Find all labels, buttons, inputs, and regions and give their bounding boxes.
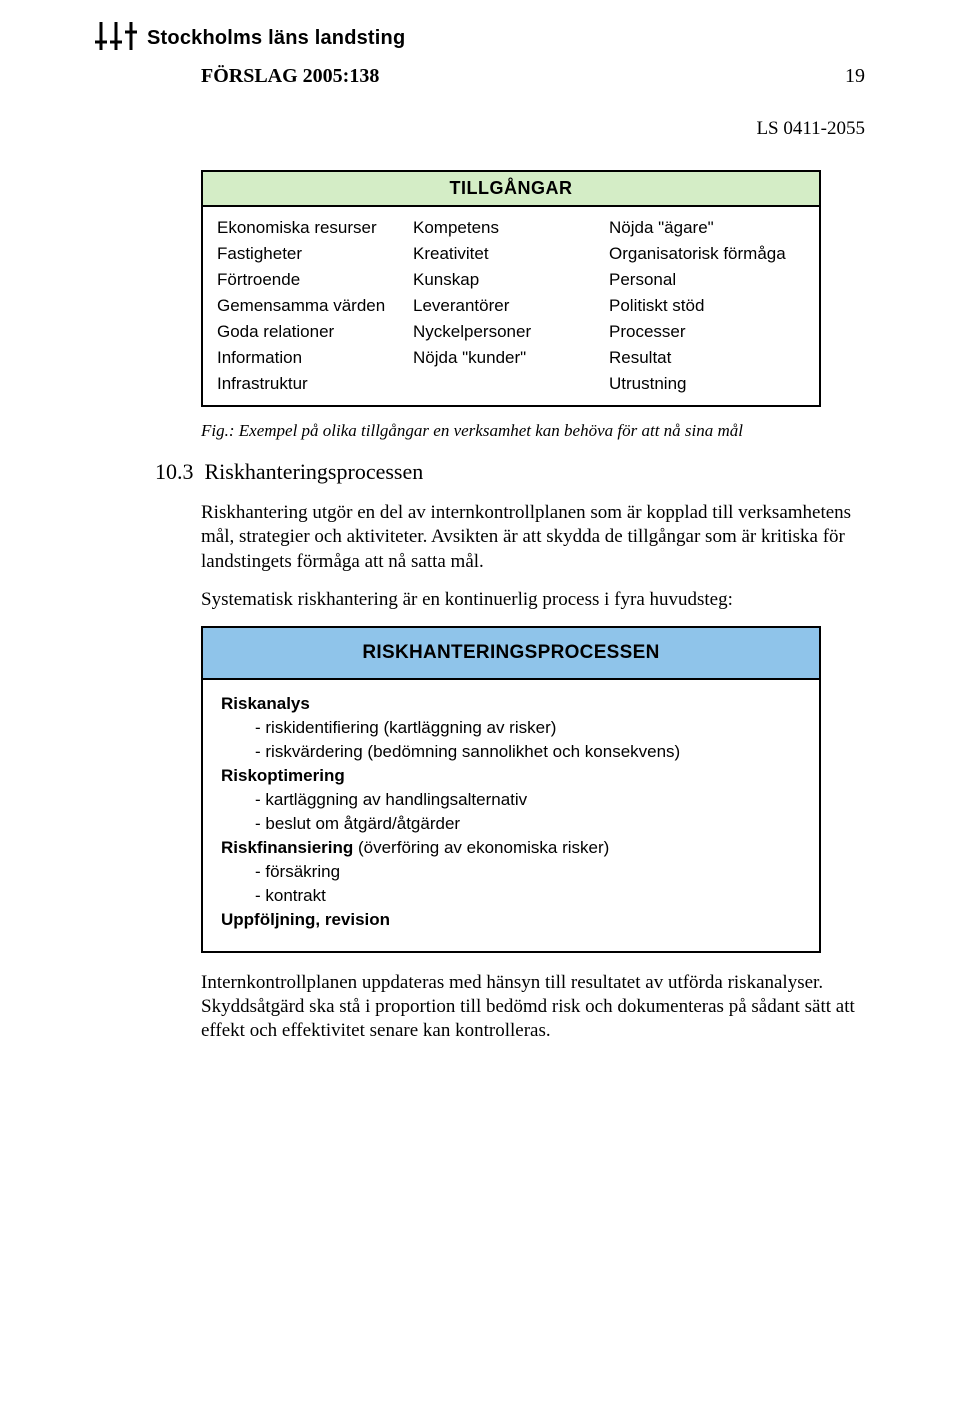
- process-item-trail: (överföring av ekonomiska risker): [353, 838, 609, 857]
- page-number: 19: [845, 65, 865, 88]
- process-sub: - kontrakt: [221, 885, 801, 908]
- cell: Ekonomiska resurser: [217, 215, 413, 241]
- figure-caption: Fig.: Exempel på olika tillgångar en ver…: [201, 421, 865, 441]
- cell: Goda relationer: [217, 319, 413, 345]
- process-item-label: Uppföljning, revision: [221, 910, 390, 929]
- org-header: Stockholms läns landsting: [95, 20, 865, 57]
- section-title: Riskhanteringsprocessen: [205, 459, 424, 484]
- doc-reference: LS 0411-2055: [95, 118, 865, 140]
- process-item-label: Riskoptimering: [221, 766, 345, 785]
- cell: Infrastruktur: [217, 371, 413, 397]
- cell: Nyckelpersoner: [413, 319, 609, 345]
- process-item: Riskoptimering: [221, 765, 801, 788]
- paragraph-3: Internkontrollplanen uppdateras med häns…: [201, 971, 865, 1044]
- process-sub: - riskidentifiering (kartläggning av ris…: [221, 717, 801, 740]
- doc-heading-row: FÖRSLAG 2005:138 19: [95, 65, 865, 88]
- cell: Information: [217, 345, 413, 371]
- cell: Fastigheter: [217, 241, 413, 267]
- process-item-label: Riskanalys: [221, 694, 310, 713]
- assets-table-body: Ekonomiska resurser Fastigheter Förtroen…: [203, 207, 819, 405]
- process-sub: - beslut om åtgärd/åtgärder: [221, 813, 801, 836]
- cell: Utrustning: [609, 371, 805, 397]
- cell: Organisatorisk förmåga: [609, 241, 805, 267]
- cell: Politiskt stöd: [609, 293, 805, 319]
- assets-table-title: TILLGÅNGAR: [203, 172, 819, 207]
- section-heading: 10.3 Riskhanteringsprocessen: [155, 459, 865, 485]
- landsting-logo-icon: [95, 20, 139, 57]
- cell: Kompetens: [413, 215, 609, 241]
- cell: Processer: [609, 319, 805, 345]
- org-name: Stockholms läns landsting: [147, 27, 405, 50]
- process-sub: - försäkring: [221, 861, 801, 884]
- process-item: Riskanalys: [221, 693, 801, 716]
- process-table: RISKHANTERINGSPROCESSEN Riskanalys - ris…: [201, 626, 821, 952]
- process-item-label: Riskfinansiering: [221, 838, 353, 857]
- cell: Nöjda "ägare": [609, 215, 805, 241]
- process-sub: - kartläggning av handlingsalternativ: [221, 789, 801, 812]
- assets-col-1: Ekonomiska resurser Fastigheter Förtroen…: [217, 215, 413, 397]
- cell: Resultat: [609, 345, 805, 371]
- process-sub: - riskvärdering (bedömning sannolikhet o…: [221, 741, 801, 764]
- cell: Kunskap: [413, 267, 609, 293]
- doc-title: FÖRSLAG 2005:138: [201, 65, 815, 88]
- cell: Gemensamma värden: [217, 293, 413, 319]
- cell: Kreativitet: [413, 241, 609, 267]
- assets-col-2: Kompetens Kreativitet Kunskap Leverantör…: [413, 215, 609, 397]
- paragraph-1: Riskhantering utgör en del av internkont…: [201, 501, 865, 574]
- cell: Förtroende: [217, 267, 413, 293]
- page: Stockholms läns landsting FÖRSLAG 2005:1…: [0, 0, 960, 1098]
- process-table-title: RISKHANTERINGSPROCESSEN: [203, 628, 819, 680]
- section-number: 10.3: [155, 459, 194, 484]
- assets-col-3: Nöjda "ägare" Organisatorisk förmåga Per…: [609, 215, 805, 397]
- process-table-body: Riskanalys - riskidentifiering (kartlägg…: [203, 680, 819, 950]
- paragraph-2: Systematisk riskhantering är en kontinue…: [201, 588, 865, 612]
- assets-table: TILLGÅNGAR Ekonomiska resurser Fastighet…: [201, 170, 821, 407]
- process-item: Riskfinansiering (överföring av ekonomis…: [221, 837, 801, 860]
- cell: Leverantörer: [413, 293, 609, 319]
- cell: Personal: [609, 267, 805, 293]
- cell: Nöjda "kunder": [413, 345, 609, 371]
- process-item: Uppföljning, revision: [221, 909, 801, 932]
